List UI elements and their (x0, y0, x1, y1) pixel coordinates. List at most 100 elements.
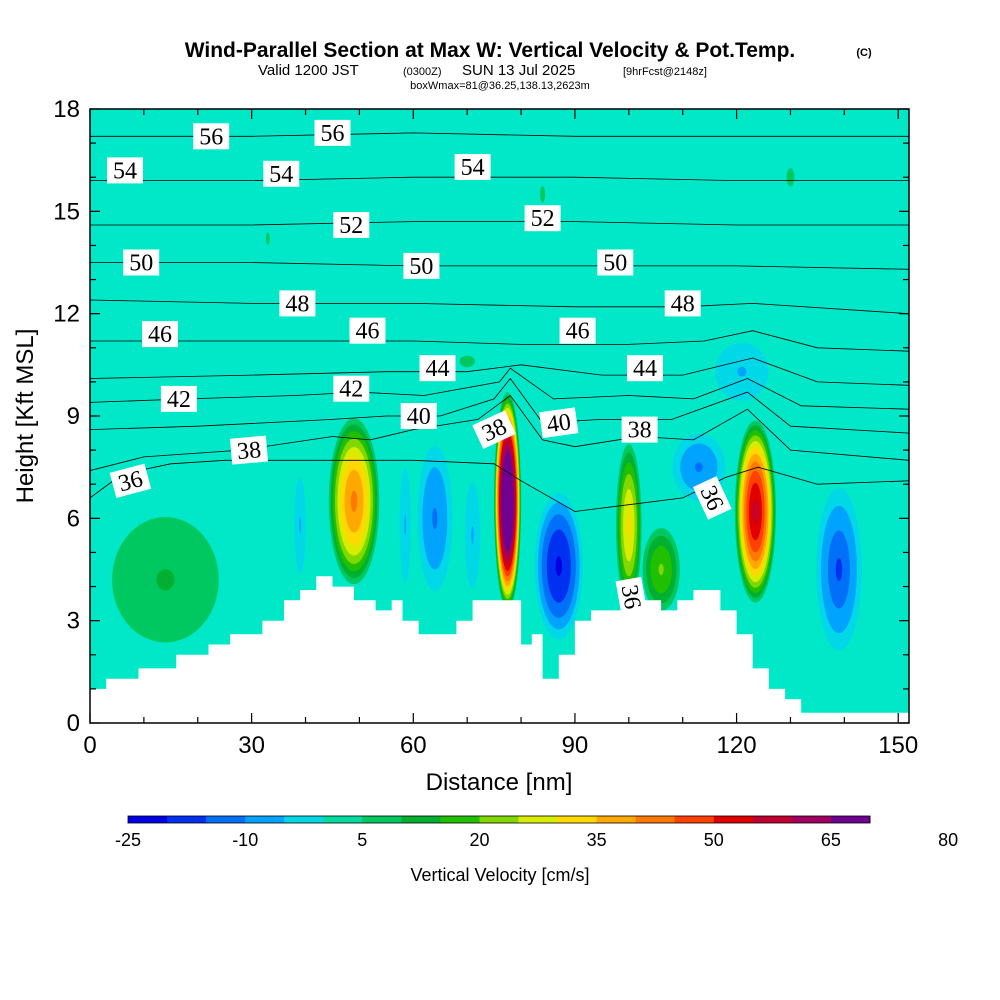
x-tick-label: 90 (562, 732, 589, 759)
colorbar-swatch (674, 816, 715, 823)
theta-contour-46 (90, 330, 909, 352)
contour-label-box (160, 385, 197, 412)
w-level (404, 515, 407, 535)
contour-label-text: 50 (409, 254, 433, 280)
w-cell-updraft-105nm-low (642, 528, 680, 611)
contour-label-text: 44 (426, 356, 450, 382)
contour-label: 54 (263, 160, 300, 188)
contour-label-box (692, 476, 732, 520)
valid-date-label: SUN 13 Jul 2025 (462, 62, 575, 79)
w-cell-weak-up-10nm (112, 517, 219, 643)
theta-contour-44 (90, 357, 909, 386)
contour-label: 44 (627, 355, 663, 382)
x-tick-label: 150 (878, 732, 918, 759)
contour-label-box (472, 410, 516, 449)
y-tick-label: 9 (67, 403, 80, 430)
chart-title: Wind-Parallel Section at Max W: Vertical… (185, 39, 796, 62)
colorbar-swatch (752, 816, 793, 823)
contour-label: 50 (403, 252, 440, 280)
w-level (432, 507, 438, 529)
w-cell-downdraft-139nm (816, 488, 862, 651)
contour-label-box (279, 290, 316, 317)
contour-label-box (403, 252, 440, 279)
contour-label-box (109, 463, 152, 499)
colorbar-swatch (479, 816, 520, 823)
w-cell-updraft-77nm (494, 392, 522, 611)
w-level (156, 569, 175, 591)
w-level (694, 462, 703, 473)
contour-label-text: 46 (566, 319, 590, 345)
potential-temperature-contours (90, 132, 909, 512)
contour-label: 52 (333, 212, 370, 239)
w-cell-downdraft-58nm (399, 467, 411, 584)
contour-label-box (454, 154, 491, 180)
colorbar-swatch (713, 816, 754, 823)
contour-label-text: 38 (628, 418, 652, 444)
w-cell-updraft-45nm (328, 418, 380, 585)
y-tick-label: 15 (53, 198, 80, 225)
colorbar-swatch (362, 816, 402, 823)
y-tick-label: 3 (67, 608, 80, 635)
theta-contour-48 (90, 299, 909, 315)
contour-label-box (664, 290, 701, 317)
contour-label-text: 48 (285, 291, 309, 317)
colorbar-swatch (245, 816, 285, 823)
contour-label-box (627, 355, 663, 382)
theta-contour-38 (90, 394, 909, 471)
vertical-velocity-field (112, 168, 862, 651)
contour-label-text: 50 (603, 251, 627, 277)
colorbar-swatch (557, 816, 598, 823)
colorbar-swatch (401, 816, 441, 823)
colorbar-tick-label: 20 (469, 830, 489, 850)
y-axis-title: Height [Kft MSL] (12, 329, 39, 504)
contour-label-text: 40 (545, 409, 572, 438)
contour-label: 38 (621, 416, 658, 444)
contour-label: 44 (419, 355, 456, 382)
contour-label-text: 54 (113, 158, 137, 184)
contour-label-text: 52 (339, 213, 363, 239)
w-level (835, 558, 843, 581)
w-cell-downdraft-88nm (534, 492, 583, 640)
w-level (555, 556, 563, 576)
contour-label-box (419, 355, 456, 382)
x-tick-label: 60 (400, 732, 427, 759)
colorbar-tick-label: 65 (821, 830, 841, 850)
w-level (658, 563, 664, 576)
contour-label-text: 48 (671, 291, 695, 317)
contour-label-box (400, 403, 437, 429)
contour-label: 40 (539, 407, 579, 438)
w-level (459, 355, 475, 368)
contour-label: 54 (454, 154, 491, 181)
w-level (752, 500, 759, 523)
contour-label-box (142, 321, 178, 348)
forecast-label: [9hrFcst@2148z] (623, 66, 707, 78)
colorbar-tick-label: -10 (232, 830, 258, 850)
contour-label-text: 56 (321, 121, 345, 147)
w-level (540, 186, 546, 203)
contour-label: 52 (524, 205, 561, 232)
contour-label: 46 (559, 317, 596, 345)
w-level (471, 526, 474, 545)
contour-label-text: 54 (269, 162, 293, 188)
w-level (627, 514, 631, 536)
contour-label: 50 (123, 249, 160, 277)
theta-contour-36 (90, 459, 909, 512)
w-cell-downdraft-64nm (417, 445, 453, 591)
contour-label-box (615, 576, 648, 617)
valid-time-label: Valid 1200 JST (258, 62, 359, 79)
w-cell-weak-down-120nm-upper (715, 342, 769, 401)
y-tick-label: 18 (53, 96, 80, 123)
w-cell-downdraft-72nm (464, 482, 481, 589)
contour-label: 48 (664, 290, 701, 317)
contour-label-box (333, 375, 370, 402)
w-cell-updraft-100nm (616, 444, 642, 607)
w-cell-weak-up-70nm-mid (459, 355, 475, 368)
contour-label-text: 46 (356, 319, 380, 345)
w-cell-weak-up-130nm-upper (786, 168, 795, 187)
contour-label-box (597, 249, 634, 276)
contour-label-box (263, 160, 300, 187)
contour-label: 36 (109, 463, 152, 499)
contour-label-text: 50 (129, 251, 153, 277)
colorbar-swatch (791, 816, 832, 823)
